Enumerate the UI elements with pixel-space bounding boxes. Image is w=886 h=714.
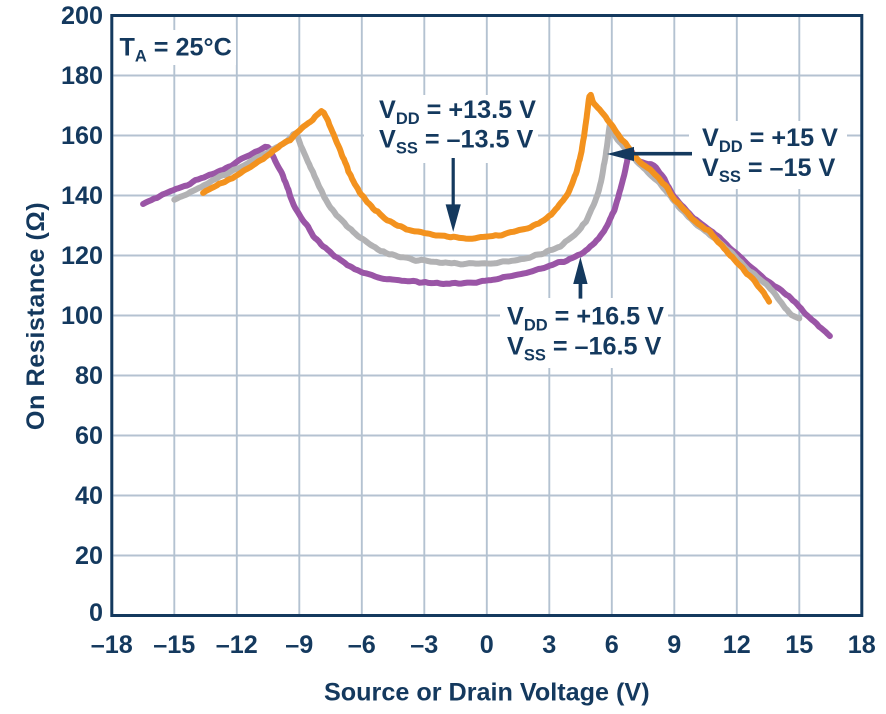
svg-text:On Resistance (Ω): On Resistance (Ω) bbox=[22, 202, 50, 430]
svg-text:6: 6 bbox=[605, 631, 619, 659]
svg-text:VSS = –13.5 V: VSS = –13.5 V bbox=[379, 126, 534, 158]
svg-text:180: 180 bbox=[61, 62, 103, 90]
svg-text:200: 200 bbox=[61, 2, 103, 30]
svg-text:VDD = +16.5 V: VDD = +16.5 V bbox=[507, 303, 664, 335]
svg-text:60: 60 bbox=[75, 422, 103, 450]
svg-text:–15: –15 bbox=[153, 631, 195, 659]
svg-text:15: 15 bbox=[785, 631, 813, 659]
svg-text:–9: –9 bbox=[285, 631, 313, 659]
svg-text:120: 120 bbox=[61, 242, 103, 270]
svg-text:140: 140 bbox=[61, 182, 103, 210]
svg-text:–12: –12 bbox=[216, 631, 258, 659]
svg-text:12: 12 bbox=[723, 631, 751, 659]
svg-text:0: 0 bbox=[89, 599, 103, 627]
svg-text:9: 9 bbox=[667, 631, 681, 659]
svg-text:0: 0 bbox=[480, 631, 494, 659]
svg-text:40: 40 bbox=[75, 482, 103, 510]
svg-text:3: 3 bbox=[542, 631, 556, 659]
svg-text:–3: –3 bbox=[410, 631, 438, 659]
svg-text:Source or Drain Voltage (V): Source or Drain Voltage (V) bbox=[324, 679, 650, 707]
svg-text:80: 80 bbox=[75, 362, 103, 390]
svg-text:160: 160 bbox=[61, 122, 103, 150]
svg-text:20: 20 bbox=[75, 542, 103, 570]
svg-text:18: 18 bbox=[848, 631, 876, 659]
svg-text:–18: –18 bbox=[91, 631, 133, 659]
svg-text:100: 100 bbox=[61, 302, 103, 330]
svg-text:–6: –6 bbox=[348, 631, 376, 659]
svg-text:VSS = –16.5 V: VSS = –16.5 V bbox=[507, 333, 662, 365]
